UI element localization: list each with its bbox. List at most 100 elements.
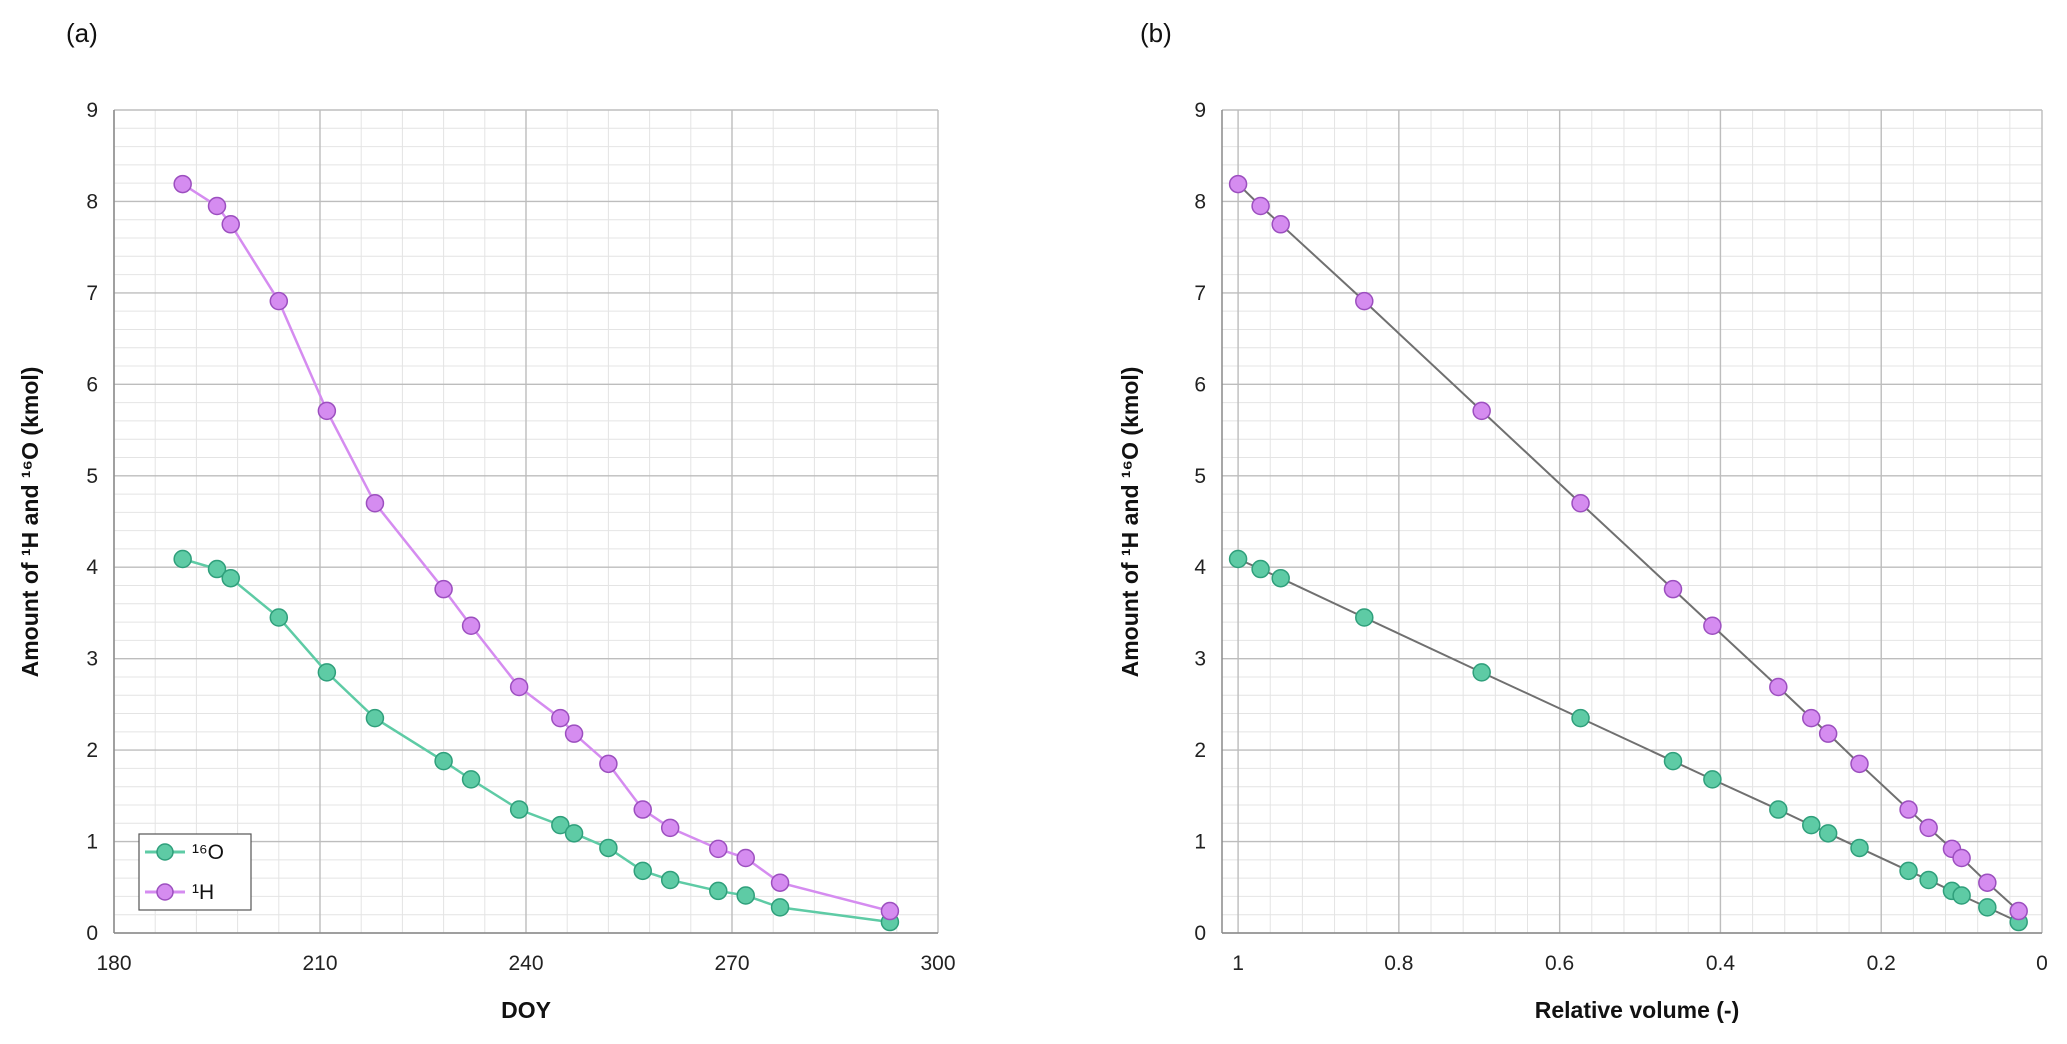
data-point-0 [1355,608,1374,627]
data-point-0 [633,861,652,881]
x-tick-label: 0 [2036,952,2048,975]
y-tick-label: 9 [1194,99,1206,122]
y-tick-label: 5 [86,465,98,488]
panel-a-tick-labels: 0 1 2 3 4 5 6 7 8 9 180 210 240 270 300 [86,99,955,975]
data-point-1 [599,754,618,774]
panel-b-grid [1221,109,2043,934]
y-tick-label: 1 [1194,831,1206,854]
panel-a-chart: (a) 0 1 2 3 4 5 6 7 8 9 180 210 240 270 300 DOY Amount… [17,18,956,1023]
panel-a-series [173,174,900,932]
legend-o16-label: ¹⁶O [192,841,224,864]
data-point-1 [461,616,481,635]
data-point-0 [1978,898,1997,917]
x-tick-label: 300 [920,952,955,975]
data-point-0 [1802,815,1821,835]
legend-h1-label: ¹H [192,881,214,904]
y-tick-label: 4 [86,556,98,579]
x-tick-label: 0.4 [1706,952,1736,975]
panel-b-series [1228,174,2028,932]
data-point-0 [434,751,453,771]
y-tick-label: 3 [1194,648,1206,671]
data-point-1 [880,901,900,921]
panel-b-chart: (b) 0 1 2 3 4 5 6 7 8 9 1 0.8 0.6 0.4 0.2 0 Relative vo… [1117,18,2048,1023]
y-tick-label: 5 [1194,465,1206,488]
x-tick-label: 180 [96,952,131,975]
data-point-0 [564,824,584,843]
data-point-0 [1919,870,1938,890]
data-point-0 [1899,861,1918,881]
data-point-1 [317,401,337,421]
legend-box [138,833,252,911]
data-point-1 [1251,196,1270,216]
data-point-1 [709,839,728,859]
data-point-1 [736,848,755,868]
x-tick-label: 210 [302,952,337,975]
data-point-1 [1978,873,1997,892]
x-tick-label: 240 [508,952,543,975]
data-point-1 [509,677,529,697]
data-point-1 [207,196,227,216]
data-point-0 [1251,559,1270,579]
data-point-0 [770,898,790,917]
data-point-1 [1769,677,1788,697]
data-point-1 [1271,215,1290,234]
data-point-1 [564,724,584,743]
y-tick-label: 6 [1194,373,1206,396]
series-line-0 [182,557,891,924]
x-tick-label: 0.2 [1867,952,1896,975]
data-point-1 [434,579,453,599]
data-point-0 [173,549,192,569]
data-point-0 [1571,708,1590,728]
data-point-0 [1769,800,1788,819]
data-point-0 [1952,886,1971,905]
y-tick-label: 4 [1194,556,1206,579]
data-point-1 [1571,493,1590,513]
data-point-1 [2009,901,2028,921]
data-point-1 [221,215,240,234]
data-point-1 [173,174,192,194]
data-point-1 [1919,818,1938,838]
data-point-0 [736,886,755,905]
panel-b-tick-labels: 0 1 2 3 4 5 6 7 8 9 1 0.8 0.6 0.4 0.2 0 [1194,99,2048,975]
data-point-1 [770,873,790,892]
data-point-0 [1818,824,1838,843]
y-tick-label: 7 [1194,282,1206,305]
x-tick-label: 0.6 [1545,952,1574,975]
data-point-0 [221,568,240,588]
y-tick-label: 6 [86,373,98,396]
data-point-1 [660,818,680,838]
y-tick-label: 8 [1194,190,1206,213]
data-point-1 [1472,401,1491,421]
panel-a-y-axis-title: Amount of ¹H and ¹⁶O (kmol) [17,367,43,678]
panel-a-grid [113,109,939,934]
data-point-1 [1228,174,1248,194]
y-tick-label: 0 [86,922,98,945]
data-point-1 [269,291,289,311]
x-tick-label: 270 [714,952,749,975]
data-point-1 [633,800,652,819]
data-point-0 [660,870,680,890]
y-tick-label: 1 [86,831,98,854]
x-tick-label: 1 [1232,952,1244,975]
data-point-0 [269,608,289,627]
data-point-1 [1952,848,1971,868]
data-point-0 [1228,549,1248,569]
panel-a-x-axis-title: DOY [501,997,551,1023]
panel-b-x-axis-title: Relative volume (-) [1535,997,1740,1023]
panel-a-legend: ¹⁶O ¹H [138,833,252,911]
data-point-0 [317,663,337,682]
data-point-0 [207,559,227,579]
y-tick-label: 2 [86,739,98,762]
y-tick-label: 8 [86,190,98,213]
y-tick-label: 9 [86,99,98,122]
legend-h1-marker [156,883,174,901]
y-tick-label: 0 [1194,922,1206,945]
data-point-0 [461,770,481,789]
data-point-1 [1802,708,1821,728]
y-tick-label: 3 [86,648,98,671]
data-point-1 [551,708,570,728]
data-point-1 [1850,754,1869,774]
data-point-0 [1472,663,1491,682]
data-point-0 [599,838,618,858]
panel-a-label: (a) [66,18,98,48]
